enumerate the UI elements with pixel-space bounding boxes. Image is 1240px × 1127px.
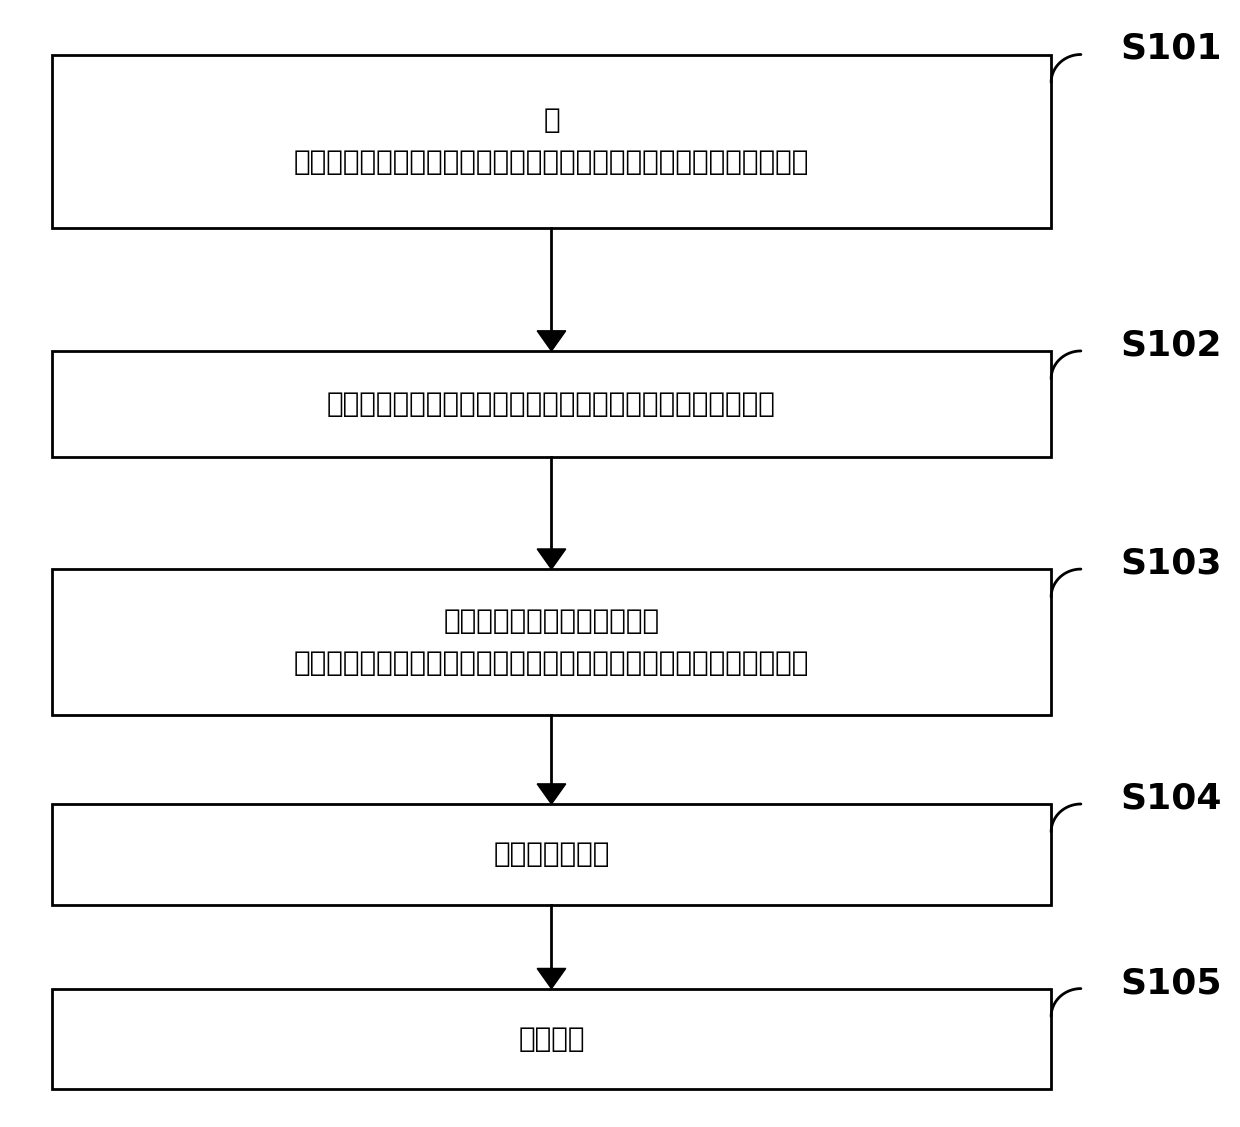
- Bar: [52, 350, 1052, 458]
- Text: 根据系统正常运行状态下的函数和系统异常状态下的函数，求解取得最: 根据系统正常运行状态下的函数和系统异常状态下的函数，求解取得最: [294, 649, 810, 677]
- Text: 算法结束: 算法结束: [518, 1024, 585, 1053]
- Text: S103: S103: [1120, 547, 1221, 580]
- Text: S101: S101: [1120, 32, 1221, 65]
- Bar: [52, 54, 1052, 228]
- Bar: [52, 569, 1052, 715]
- Text: S105: S105: [1120, 966, 1221, 1000]
- Text: 式: 式: [543, 106, 559, 134]
- Polygon shape: [537, 331, 565, 350]
- Bar: [52, 804, 1052, 905]
- Polygon shape: [537, 784, 565, 804]
- Bar: [52, 988, 1052, 1090]
- Text: 开始下一轮检测: 开始下一轮检测: [494, 841, 610, 868]
- Text: S104: S104: [1120, 781, 1221, 816]
- Polygon shape: [537, 968, 565, 988]
- Text: S102: S102: [1120, 328, 1221, 363]
- Text: 小值，作为下次检测的门限值: 小值，作为下次检测的门限值: [444, 606, 660, 635]
- Text: 读取正常状态下的检测序列，满足预设条件，得出序列的正态分布表达: 读取正常状态下的检测序列，满足预设条件，得出序列的正态分布表达: [294, 149, 810, 177]
- Polygon shape: [537, 549, 565, 569]
- Text: 读取、偏移常数、更新均值和标准偏差，计算正态分布表达式: 读取、偏移常数、更新均值和标准偏差，计算正态分布表达式: [327, 390, 776, 418]
